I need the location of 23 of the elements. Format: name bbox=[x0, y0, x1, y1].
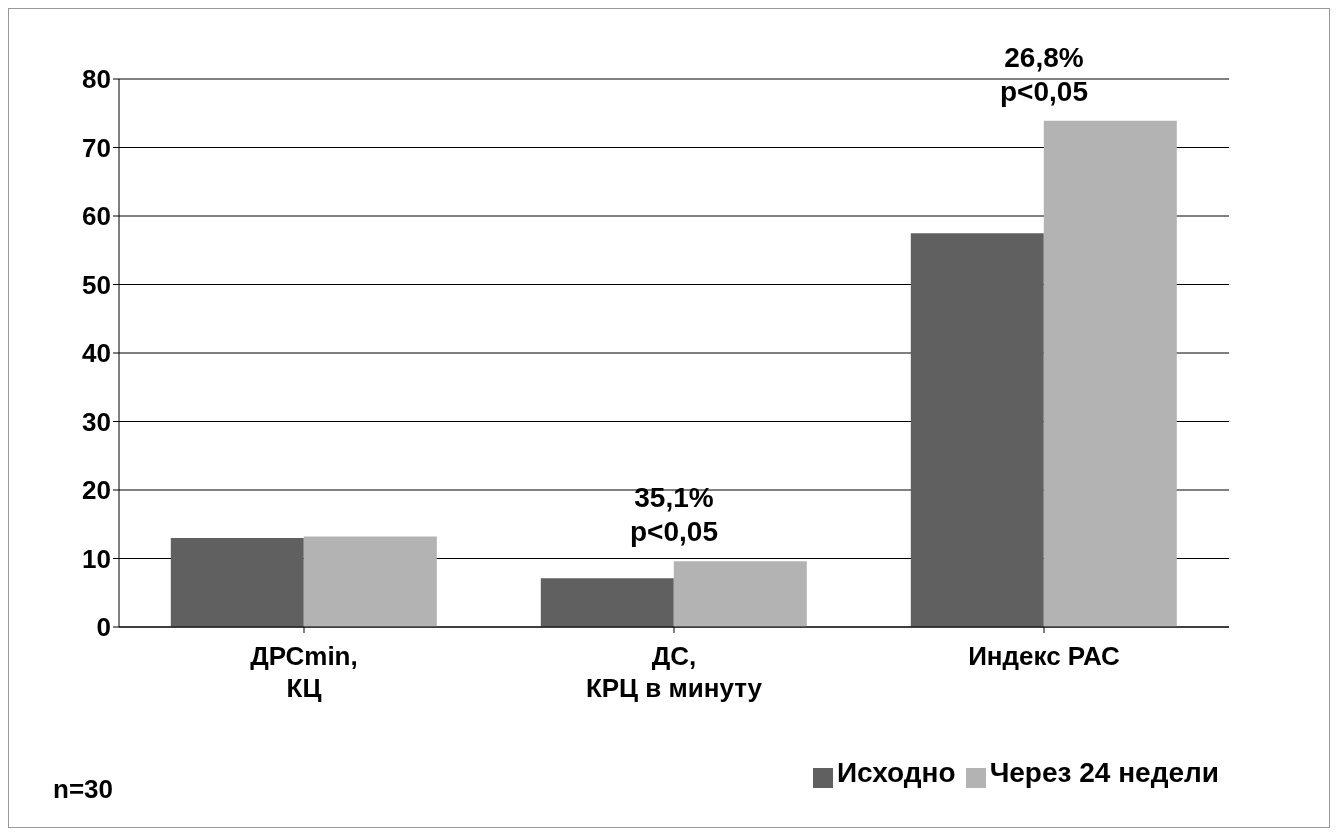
y-tick-label: 50 bbox=[82, 269, 111, 300]
bar bbox=[170, 537, 304, 627]
x-tick-label: ДРСmin, КЦ bbox=[250, 641, 358, 703]
bar bbox=[1043, 120, 1177, 627]
text: n=30 bbox=[53, 774, 113, 805]
y-tick-label: 10 bbox=[82, 543, 111, 574]
y-tick-label: 80 bbox=[82, 64, 111, 95]
bar bbox=[303, 536, 437, 627]
y-tick-label: 30 bbox=[82, 406, 111, 437]
y-tick-label: 20 bbox=[82, 475, 111, 506]
y-tick-label: 70 bbox=[82, 132, 111, 163]
bar bbox=[910, 233, 1044, 627]
y-tick-label: 0 bbox=[96, 612, 111, 643]
x-tick-label: Индекс РАС bbox=[968, 641, 1121, 671]
legend-label: Через 24 недели bbox=[989, 757, 1219, 788]
legend-label: Исходно bbox=[836, 757, 956, 788]
bar bbox=[673, 561, 807, 627]
x-tick-label: ДС, КРЦ в минуту bbox=[585, 641, 763, 703]
annotation: 35,1% p<0,05 bbox=[630, 482, 718, 548]
bar bbox=[540, 578, 674, 627]
y-tick-label: 40 bbox=[82, 338, 111, 369]
annotation: 26,8% p<0,05 bbox=[1000, 41, 1088, 107]
y-tick-label: 60 bbox=[82, 201, 111, 232]
